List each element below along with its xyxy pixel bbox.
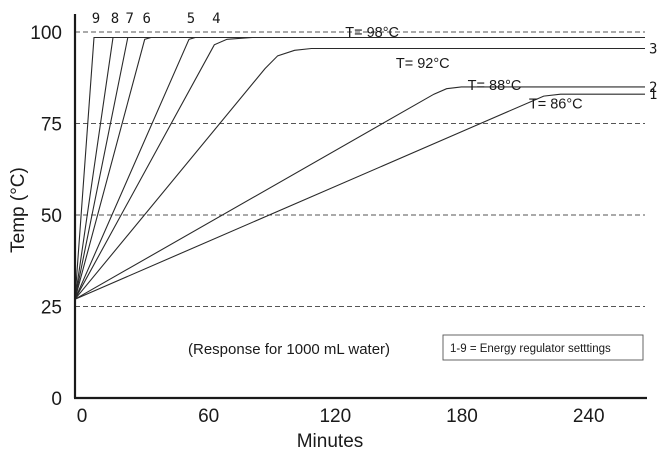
x-tick-label: 180	[446, 406, 478, 427]
series-line-9	[74, 36, 645, 300]
x-tick-label: 120	[319, 406, 351, 427]
series-line-5	[74, 36, 645, 300]
x-tick-label: 240	[573, 406, 605, 427]
series-line-3	[74, 47, 645, 300]
series-line-1	[74, 93, 645, 300]
series-line-8	[74, 36, 645, 300]
x-axis-title: Minutes	[297, 431, 364, 452]
temp-label: T= 88°C	[468, 78, 522, 94]
response-note: (Response for 1000 mL water)	[188, 341, 390, 358]
y-tick-label: 75	[41, 115, 62, 136]
series-label-5: 5	[187, 11, 195, 27]
series-label-2: 2	[649, 80, 657, 96]
curves	[74, 36, 645, 300]
temp-label: T= 86°C	[529, 96, 583, 112]
series-line-2	[74, 86, 645, 300]
temp-label: T= 92°C	[396, 56, 450, 72]
series-label-1: 1	[649, 87, 657, 103]
y-tick-label: 50	[41, 206, 62, 227]
series-line-6	[74, 36, 645, 300]
x-tick-labels: 0 60 120 180 240	[77, 406, 605, 427]
y-tick-labels: 0 25 50 75 100	[30, 23, 62, 410]
x-tick-label: 60	[198, 406, 219, 427]
temperature-labels: T= 98°C T= 92°C T= 88°C T= 86°C	[345, 25, 582, 112]
gridlines	[75, 31, 645, 307]
series-label-3: 3	[649, 41, 657, 57]
x-tick-label: 0	[77, 406, 88, 427]
series-label-4: 4	[212, 11, 220, 27]
legend-box	[442, 334, 644, 361]
legend-text: 1-9 = Energy regulator setttings	[450, 343, 611, 355]
temp-label: T= 98°C	[345, 25, 399, 41]
series-label-7: 7	[126, 11, 134, 27]
series-label-9: 9	[92, 11, 100, 27]
curve-numbers: 9 8 7 6 5 4 3 21	[92, 11, 658, 103]
y-tick-label: 100	[30, 23, 62, 44]
y-tick-label: 0	[51, 389, 62, 410]
y-tick-label: 25	[41, 298, 62, 319]
series-line-4	[74, 36, 645, 300]
series-label-8: 8	[111, 11, 119, 27]
series-label-6: 6	[142, 11, 150, 27]
series-line-7	[74, 36, 645, 300]
y-axis-title: Temp (°C)	[8, 167, 29, 253]
